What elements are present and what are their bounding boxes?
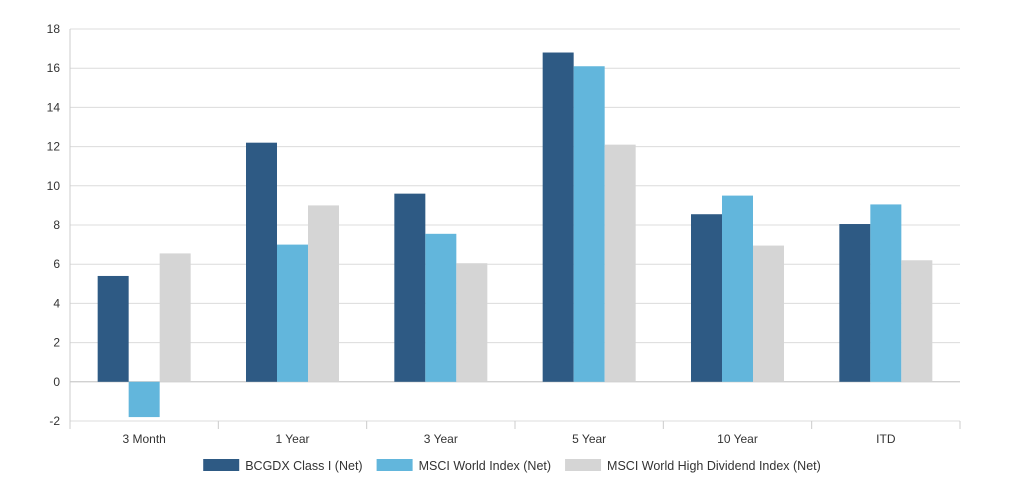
y-tick-label: 8 [53,218,60,232]
legend-label[interactable]: BCGDX Class I (Net) [245,459,362,473]
legend-label[interactable]: MSCI World Index (Net) [419,459,551,473]
bar-msci-high-dividend[interactable] [456,263,488,382]
x-tick-label: 1 Year [275,432,309,446]
y-tick-label: 16 [47,61,61,75]
bar-msci-world[interactable] [573,66,605,382]
legend-swatch[interactable] [565,459,602,471]
y-tick-label: -2 [49,414,60,428]
x-tick-label: ITD [876,432,896,446]
bar-msci-world[interactable] [277,244,308,382]
legend-swatch[interactable] [376,459,413,471]
x-tick-label: 3 Month [122,432,165,446]
bar-bcgdx[interactable] [691,214,722,382]
bar-bcgdx[interactable] [97,275,129,382]
legend-label[interactable]: MSCI World High Dividend Index (Net) [607,459,821,473]
legend-swatch[interactable] [203,459,240,471]
y-tick-label: 6 [53,257,60,271]
y-tick-label: 2 [53,336,60,350]
bar-msci-high-dividend[interactable] [159,253,191,382]
x-tick-label: 5 Year [572,432,606,446]
y-tick-label: 10 [47,179,61,193]
bar-msci-world[interactable] [425,233,457,382]
x-tick-label: 3 Year [424,432,458,446]
bar-msci-high-dividend[interactable] [901,260,933,382]
bar-bcgdx[interactable] [246,142,277,382]
y-tick-label: 4 [53,296,60,310]
bar-msci-world[interactable] [870,204,902,382]
bar-msci-high-dividend[interactable] [753,245,784,382]
bar-msci-high-dividend[interactable] [308,205,339,382]
y-tick-label: 18 [47,22,61,36]
bar-bcgdx[interactable] [542,52,574,382]
bar-msci-world[interactable] [722,195,753,382]
y-tick-label: 14 [47,100,61,114]
x-tick-label: 10 Year [717,432,758,446]
bar-msci-world[interactable] [128,381,160,418]
bar-msci-high-dividend[interactable] [604,144,636,382]
y-tick-label: 12 [47,140,61,154]
y-tick-label: 0 [53,375,60,389]
bar-bcgdx[interactable] [394,193,426,382]
bar-bcgdx[interactable] [839,224,871,382]
